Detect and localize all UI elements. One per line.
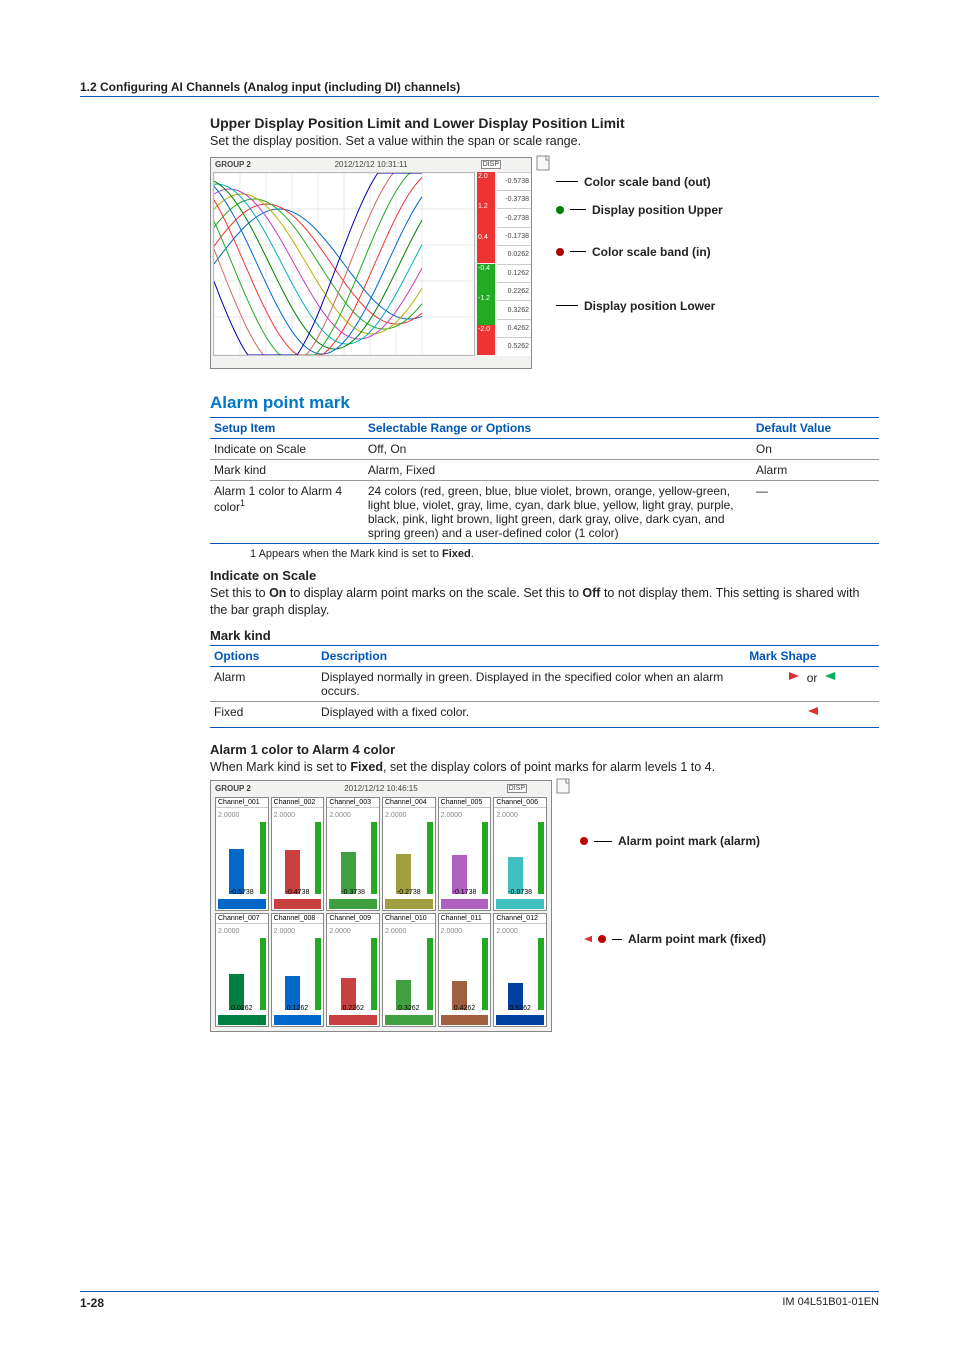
setup-cell: Indicate on Scale — [210, 438, 364, 459]
paper-icon — [536, 155, 550, 171]
setup-th-2: Default Value — [752, 417, 879, 438]
setup-cell: 24 colors (red, green, blue, blue violet… — [364, 480, 752, 543]
anno-in-dot — [556, 248, 564, 256]
alarm-point-mark-heading: Alarm point mark — [210, 393, 879, 413]
setup-cell: Alarm — [752, 459, 879, 480]
indicate-body: Set this to On to display alarm point ma… — [210, 585, 879, 620]
anno-upper: Display position Upper — [592, 203, 723, 217]
upper-body: Set the display position. Set a value wi… — [210, 133, 879, 151]
mk-cell: Alarm — [210, 666, 317, 701]
alarmcolor-heading: Alarm 1 color to Alarm 4 color — [210, 742, 879, 757]
anno-fixed-dot — [598, 935, 606, 943]
datetime-label-2: 2012/12/12 10:46:15 — [344, 784, 417, 793]
anno-fixed-marker — [580, 933, 592, 945]
footer-page: 1-28 — [80, 1296, 104, 1310]
mk-th-2: Mark Shape — [745, 645, 879, 666]
waveform-chart — [214, 173, 474, 355]
setup-table: Setup Item Selectable Range or Options D… — [210, 417, 879, 544]
breadcrumb: 1.2 Configuring AI Channels (Analog inpu… — [80, 80, 460, 94]
setup-cell: Off, On — [364, 438, 752, 459]
markkind-table: Options Description Mark Shape Alarm Dis… — [210, 645, 879, 728]
anno-alarm-mark: Alarm point mark (alarm) — [618, 834, 760, 848]
indicate-heading: Indicate on Scale — [210, 568, 879, 583]
mk-th-1: Description — [317, 645, 745, 666]
anno-color-in: Color scale band (in) — [592, 245, 711, 259]
setup-cell: — — [752, 480, 879, 543]
anno-alarm-dot — [580, 837, 588, 845]
footer-doc: IM 04L51B01-01EN — [782, 1296, 879, 1310]
setup-th-0: Setup Item — [210, 417, 364, 438]
anno-fixed-mark: Alarm point mark (fixed) — [628, 932, 766, 946]
setup-cell: On — [752, 438, 879, 459]
anno-lower: Display position Lower — [584, 299, 715, 313]
mk-th-0: Options — [210, 645, 317, 666]
setup-th-1: Selectable Range or Options — [364, 417, 752, 438]
upper-heading: Upper Display Position Limit and Lower D… — [210, 115, 879, 131]
datetime-label: 2012/12/12 10:31:11 — [335, 160, 408, 169]
anno-upper-dot — [556, 206, 564, 214]
setup-cell: Mark kind — [210, 459, 364, 480]
trend-screenshot: GROUP 2 2012/12/12 10:31:11 DISP — [210, 157, 532, 369]
mk-cell: Displayed with a fixed color. — [317, 701, 745, 727]
paper-icon — [556, 778, 570, 794]
group-label-2: GROUP 2 — [215, 784, 251, 793]
mark-shape-alarm: or — [745, 666, 879, 701]
group-label: GROUP 2 — [215, 160, 251, 169]
scale-rail: 2.01.20.4-0.4-1.2-2.0 — [477, 172, 495, 356]
markkind-heading: Mark kind — [210, 628, 879, 643]
alarmcolor-body: When Mark kind is set to Fixed, set the … — [210, 759, 879, 777]
setup-cell: Alarm 1 color to Alarm 4 color1 — [210, 480, 364, 543]
setup-cell: Alarm, Fixed — [364, 459, 752, 480]
mk-cell: Displayed normally in green. Displayed i… — [317, 666, 745, 701]
anno-color-out: Color scale band (out) — [584, 175, 711, 189]
bargraph-screenshot: GROUP 2 2012/12/12 10:46:15 DISP Channel… — [210, 780, 552, 1032]
mk-cell: Fixed — [210, 701, 317, 727]
setup-footnote: 1 Appears when the Mark kind is set to F… — [250, 548, 879, 560]
mark-shape-fixed — [745, 701, 879, 727]
